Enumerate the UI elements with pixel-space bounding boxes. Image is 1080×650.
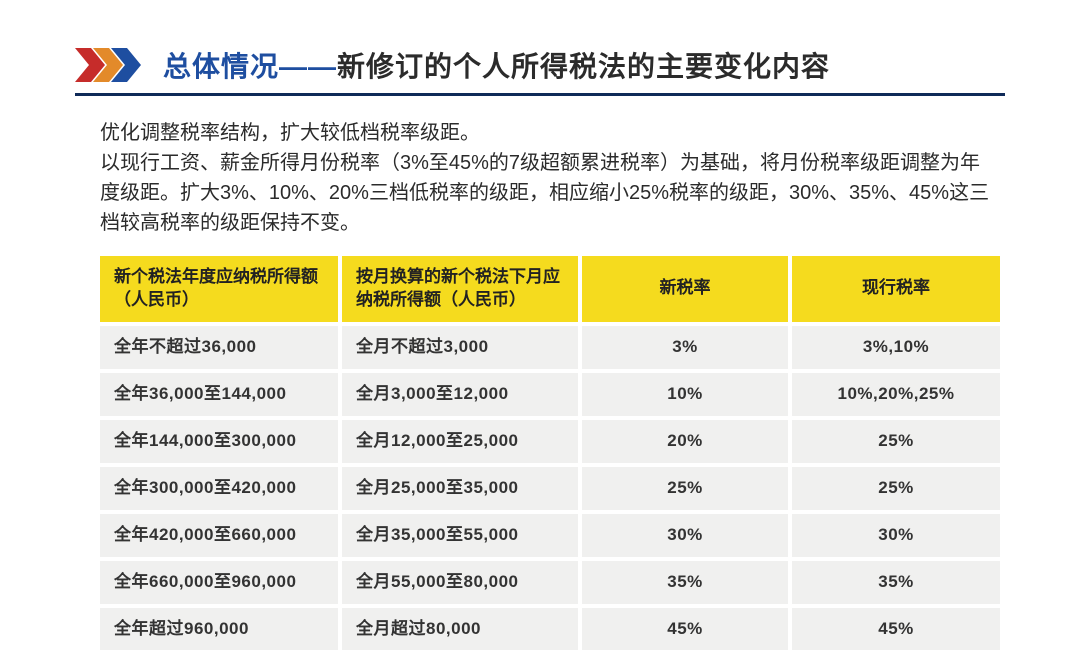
cell-monthly: 全月3,000至12,000 bbox=[340, 371, 580, 418]
paragraph-1: 优化调整税率结构，扩大较低档税率级距。 bbox=[100, 118, 1000, 148]
cell-monthly: 全月12,000至25,000 bbox=[340, 418, 580, 465]
cell-monthly: 全月不超过3,000 bbox=[340, 324, 580, 371]
cell-current-rate: 3%,10% bbox=[790, 324, 1000, 371]
cell-annual: 全年不超过36,000 bbox=[100, 324, 340, 371]
chevron-group-icon bbox=[75, 48, 145, 82]
cell-annual: 全年超过960,000 bbox=[100, 606, 340, 650]
col-header-current-rate: 现行税率 bbox=[790, 256, 1000, 324]
cell-current-rate: 25% bbox=[790, 418, 1000, 465]
table-row: 全年660,000至960,000 全月55,000至80,000 35% 35… bbox=[100, 559, 1000, 606]
col-header-annual: 新个税法年度应纳税所得额（人民币） bbox=[100, 256, 340, 324]
cell-annual: 全年660,000至960,000 bbox=[100, 559, 340, 606]
slide-header: 总体情况—— 新修订的个人所得税法的主要变化内容 bbox=[0, 45, 1080, 85]
title-prefix: 总体情况—— bbox=[163, 45, 337, 85]
cell-new-rate: 20% bbox=[580, 418, 790, 465]
table-row: 全年超过960,000 全月超过80,000 45% 45% bbox=[100, 606, 1000, 650]
cell-new-rate: 35% bbox=[580, 559, 790, 606]
tax-bracket-table: 新个税法年度应纳税所得额（人民币） 按月换算的新个税法下月应纳税所得额（人民币）… bbox=[100, 256, 1000, 650]
cell-annual: 全年420,000至660,000 bbox=[100, 512, 340, 559]
cell-current-rate: 25% bbox=[790, 465, 1000, 512]
cell-monthly: 全月35,000至55,000 bbox=[340, 512, 580, 559]
paragraph-2: 以现行工资、薪金所得月份税率（3%至45%的7级超额累进税率）为基础，将月份税率… bbox=[100, 148, 1000, 238]
slide: 总体情况—— 新修订的个人所得税法的主要变化内容 优化调整税率结构，扩大较低档税… bbox=[0, 0, 1080, 608]
cell-new-rate: 30% bbox=[580, 512, 790, 559]
cell-annual: 全年300,000至420,000 bbox=[100, 465, 340, 512]
table-row: 全年300,000至420,000 全月25,000至35,000 25% 25… bbox=[100, 465, 1000, 512]
cell-monthly: 全月超过80,000 bbox=[340, 606, 580, 650]
table-row: 全年420,000至660,000 全月35,000至55,000 30% 30… bbox=[100, 512, 1000, 559]
col-header-new-rate: 新税率 bbox=[580, 256, 790, 324]
table-row: 全年不超过36,000 全月不超过3,000 3% 3%,10% bbox=[100, 324, 1000, 371]
col-header-monthly: 按月换算的新个税法下月应纳税所得额（人民币） bbox=[340, 256, 580, 324]
cell-current-rate: 35% bbox=[790, 559, 1000, 606]
triple-chevron-icon bbox=[75, 48, 145, 82]
cell-current-rate: 10%,20%,25% bbox=[790, 371, 1000, 418]
cell-monthly: 全月25,000至35,000 bbox=[340, 465, 580, 512]
cell-annual: 全年144,000至300,000 bbox=[100, 418, 340, 465]
body-text: 优化调整税率结构，扩大较低档税率级距。 以现行工资、薪金所得月份税率（3%至45… bbox=[0, 96, 1080, 238]
cell-new-rate: 3% bbox=[580, 324, 790, 371]
cell-monthly: 全月55,000至80,000 bbox=[340, 559, 580, 606]
table-row: 全年36,000至144,000 全月3,000至12,000 10% 10%,… bbox=[100, 371, 1000, 418]
cell-annual: 全年36,000至144,000 bbox=[100, 371, 340, 418]
cell-new-rate: 45% bbox=[580, 606, 790, 650]
table-body: 全年不超过36,000 全月不超过3,000 3% 3%,10% 全年36,00… bbox=[100, 324, 1000, 650]
cell-new-rate: 25% bbox=[580, 465, 790, 512]
title-rest: 新修订的个人所得税法的主要变化内容 bbox=[337, 45, 830, 85]
cell-current-rate: 30% bbox=[790, 512, 1000, 559]
table-row: 全年144,000至300,000 全月12,000至25,000 20% 25… bbox=[100, 418, 1000, 465]
cell-new-rate: 10% bbox=[580, 371, 790, 418]
table-header-row: 新个税法年度应纳税所得额（人民币） 按月换算的新个税法下月应纳税所得额（人民币）… bbox=[100, 256, 1000, 324]
table-container: 新个税法年度应纳税所得额（人民币） 按月换算的新个税法下月应纳税所得额（人民币）… bbox=[0, 238, 1080, 650]
cell-current-rate: 45% bbox=[790, 606, 1000, 650]
